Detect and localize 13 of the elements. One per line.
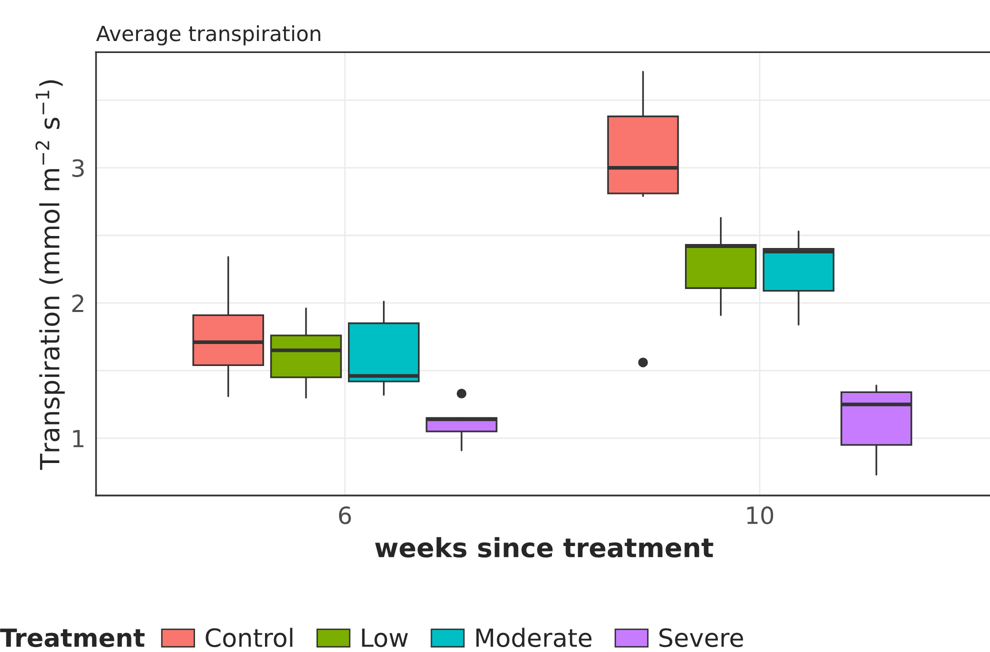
x-axis-title: weeks since treatment bbox=[375, 537, 714, 558]
y-tick-label: 3 bbox=[72, 159, 84, 178]
legend-label: Control bbox=[206, 628, 292, 648]
x-tick-label: 10 bbox=[747, 506, 774, 524]
y-axis-title: Transpiration (mmol m$^{−2}$ s$^{−1}$) bbox=[35, 80, 65, 470]
legend-title: Treatment bbox=[0, 628, 145, 648]
y-tick-label: 1 bbox=[73, 430, 84, 448]
x-tick-label: 6 bbox=[339, 506, 351, 524]
chart-title: Average transpiration bbox=[96, 25, 320, 46]
legend-label: Low bbox=[362, 628, 408, 648]
legend-label: Severe bbox=[659, 628, 744, 648]
y-tick-label: 2 bbox=[72, 294, 84, 312]
legend-label: Moderate bbox=[476, 628, 592, 648]
